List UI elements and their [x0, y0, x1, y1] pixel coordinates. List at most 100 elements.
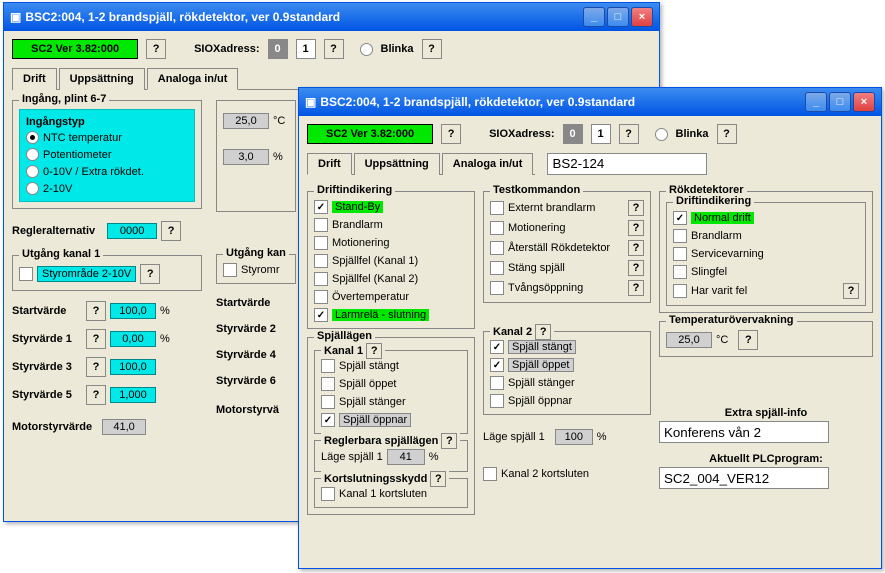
- test-check[interactable]: [490, 241, 504, 255]
- extra-input[interactable]: [659, 421, 829, 443]
- rok-check[interactable]: [673, 229, 687, 243]
- tab-drift[interactable]: Drift: [307, 153, 352, 175]
- utgang1-group: Utgång kanal 1 Styrområde 2-10V?: [12, 255, 202, 291]
- rok-check[interactable]: [673, 284, 687, 298]
- help-button[interactable]: ?: [717, 124, 737, 144]
- label: Läge spjäll 1: [321, 451, 383, 463]
- help-button[interactable]: ?: [86, 329, 106, 349]
- radio-label: 0-10V / Extra rökdet.: [43, 166, 144, 178]
- help-button[interactable]: ?: [843, 283, 859, 299]
- test-check[interactable]: [490, 201, 504, 215]
- help-button[interactable]: ?: [422, 39, 442, 59]
- lage2-value: 100: [555, 429, 593, 445]
- spj1-check[interactable]: [321, 395, 335, 409]
- ingangstyp-radio[interactable]: [26, 182, 39, 195]
- styromrade-check[interactable]: [19, 267, 33, 281]
- drift-check[interactable]: [314, 200, 328, 214]
- close-button[interactable]: ×: [631, 7, 653, 27]
- tab-uppsattning[interactable]: Uppsättning: [59, 68, 145, 90]
- styromrade-check[interactable]: [223, 263, 237, 277]
- version-badge: SC2 Ver 3.82:000: [12, 39, 138, 59]
- row-value[interactable]: 0,00: [110, 331, 156, 347]
- help-button[interactable]: ?: [535, 324, 551, 340]
- rok-check[interactable]: [673, 247, 687, 261]
- max-button[interactable]: □: [829, 92, 851, 112]
- min-button[interactable]: _: [805, 92, 827, 112]
- unit: %: [160, 305, 170, 317]
- check-label: Brandlarm: [691, 230, 742, 242]
- drift-check[interactable]: [314, 290, 328, 304]
- min-button[interactable]: _: [583, 7, 605, 27]
- drift-check[interactable]: [314, 254, 328, 268]
- tab-uppsattning[interactable]: Uppsättning: [354, 153, 440, 175]
- spj2-check[interactable]: [490, 394, 504, 408]
- addr-1[interactable]: 1: [591, 124, 611, 144]
- row-value[interactable]: 100,0: [110, 303, 156, 319]
- help-button[interactable]: ?: [140, 264, 160, 284]
- spj1-check[interactable]: [321, 413, 335, 427]
- drift-check[interactable]: [314, 308, 328, 322]
- spj2-check[interactable]: [490, 340, 504, 354]
- check-label: Spjällfel (Kanal 2): [332, 273, 418, 285]
- row-value[interactable]: 1,000: [110, 387, 156, 403]
- regler-value[interactable]: 0000: [107, 223, 157, 239]
- test-check[interactable]: [490, 281, 504, 295]
- help-button[interactable]: ?: [430, 471, 446, 487]
- help-button[interactable]: ?: [86, 385, 106, 405]
- ingangstyp-radio[interactable]: [26, 148, 39, 161]
- addr-0[interactable]: 0: [563, 124, 583, 144]
- addr-0[interactable]: 0: [268, 39, 288, 59]
- check-label: Spjäll öppnar: [339, 413, 411, 427]
- blinka-radio[interactable]: [360, 43, 373, 56]
- drift-check[interactable]: [314, 236, 328, 250]
- rok-check[interactable]: [673, 265, 687, 279]
- tab-analoga[interactable]: Analoga in/ut: [147, 68, 239, 90]
- blinka-radio[interactable]: [655, 128, 668, 141]
- close-button[interactable]: ×: [853, 92, 875, 112]
- test-check[interactable]: [490, 221, 504, 235]
- help-button[interactable]: ?: [628, 240, 644, 256]
- help-button[interactable]: ?: [86, 301, 106, 321]
- kanal2-kort-check[interactable]: [483, 467, 497, 481]
- check-label: Återställ Rökdetektor: [508, 242, 610, 254]
- ingangstyp-label: Ingångstyp: [26, 116, 188, 128]
- rok-check[interactable]: [673, 211, 687, 225]
- help-button[interactable]: ?: [441, 433, 457, 449]
- spj1-check[interactable]: [321, 359, 335, 373]
- ingangstyp-radio[interactable]: [26, 131, 39, 144]
- help-button[interactable]: ?: [628, 260, 644, 276]
- help-button[interactable]: ?: [366, 343, 382, 359]
- spj2-check[interactable]: [490, 358, 504, 372]
- help-button[interactable]: ?: [441, 124, 461, 144]
- help-button[interactable]: ?: [738, 330, 758, 350]
- sys-icon: ▣: [10, 10, 21, 24]
- test-check[interactable]: [490, 261, 504, 275]
- row-value[interactable]: 100,0: [110, 359, 156, 375]
- rok-drift-group: Driftindikering Normal driftBrandlarmSer…: [666, 202, 866, 306]
- help-button[interactable]: ?: [619, 124, 639, 144]
- tab-drift[interactable]: Drift: [12, 68, 57, 90]
- ingangstyp-radio[interactable]: [26, 165, 39, 178]
- help-button[interactable]: ?: [324, 39, 344, 59]
- row-label: Styrvärde 6: [216, 375, 276, 387]
- drift-check[interactable]: [314, 272, 328, 286]
- group-title: Reglerbara spjällägen: [324, 435, 438, 447]
- addr-1[interactable]: 1: [296, 39, 316, 59]
- id-input[interactable]: [547, 153, 707, 175]
- spj1-check[interactable]: [321, 377, 335, 391]
- help-button[interactable]: ?: [146, 39, 166, 59]
- tab-analoga[interactable]: Analoga in/ut: [442, 153, 534, 175]
- titlebar[interactable]: ▣ BSC2:004, 1-2 brandspjäll, rökdetektor…: [4, 3, 659, 31]
- help-button[interactable]: ?: [161, 221, 181, 241]
- spj2-check[interactable]: [490, 376, 504, 390]
- unit: %: [273, 151, 283, 163]
- help-button[interactable]: ?: [86, 357, 106, 377]
- drift-check[interactable]: [314, 218, 328, 232]
- max-button[interactable]: □: [607, 7, 629, 27]
- titlebar[interactable]: ▣ BSC2:004, 1-2 brandspjäll, rökdetektor…: [299, 88, 881, 116]
- help-button[interactable]: ?: [628, 220, 644, 236]
- help-button[interactable]: ?: [628, 280, 644, 296]
- kanal1-kort-check[interactable]: [321, 487, 335, 501]
- help-button[interactable]: ?: [628, 200, 644, 216]
- plc-input[interactable]: [659, 467, 829, 489]
